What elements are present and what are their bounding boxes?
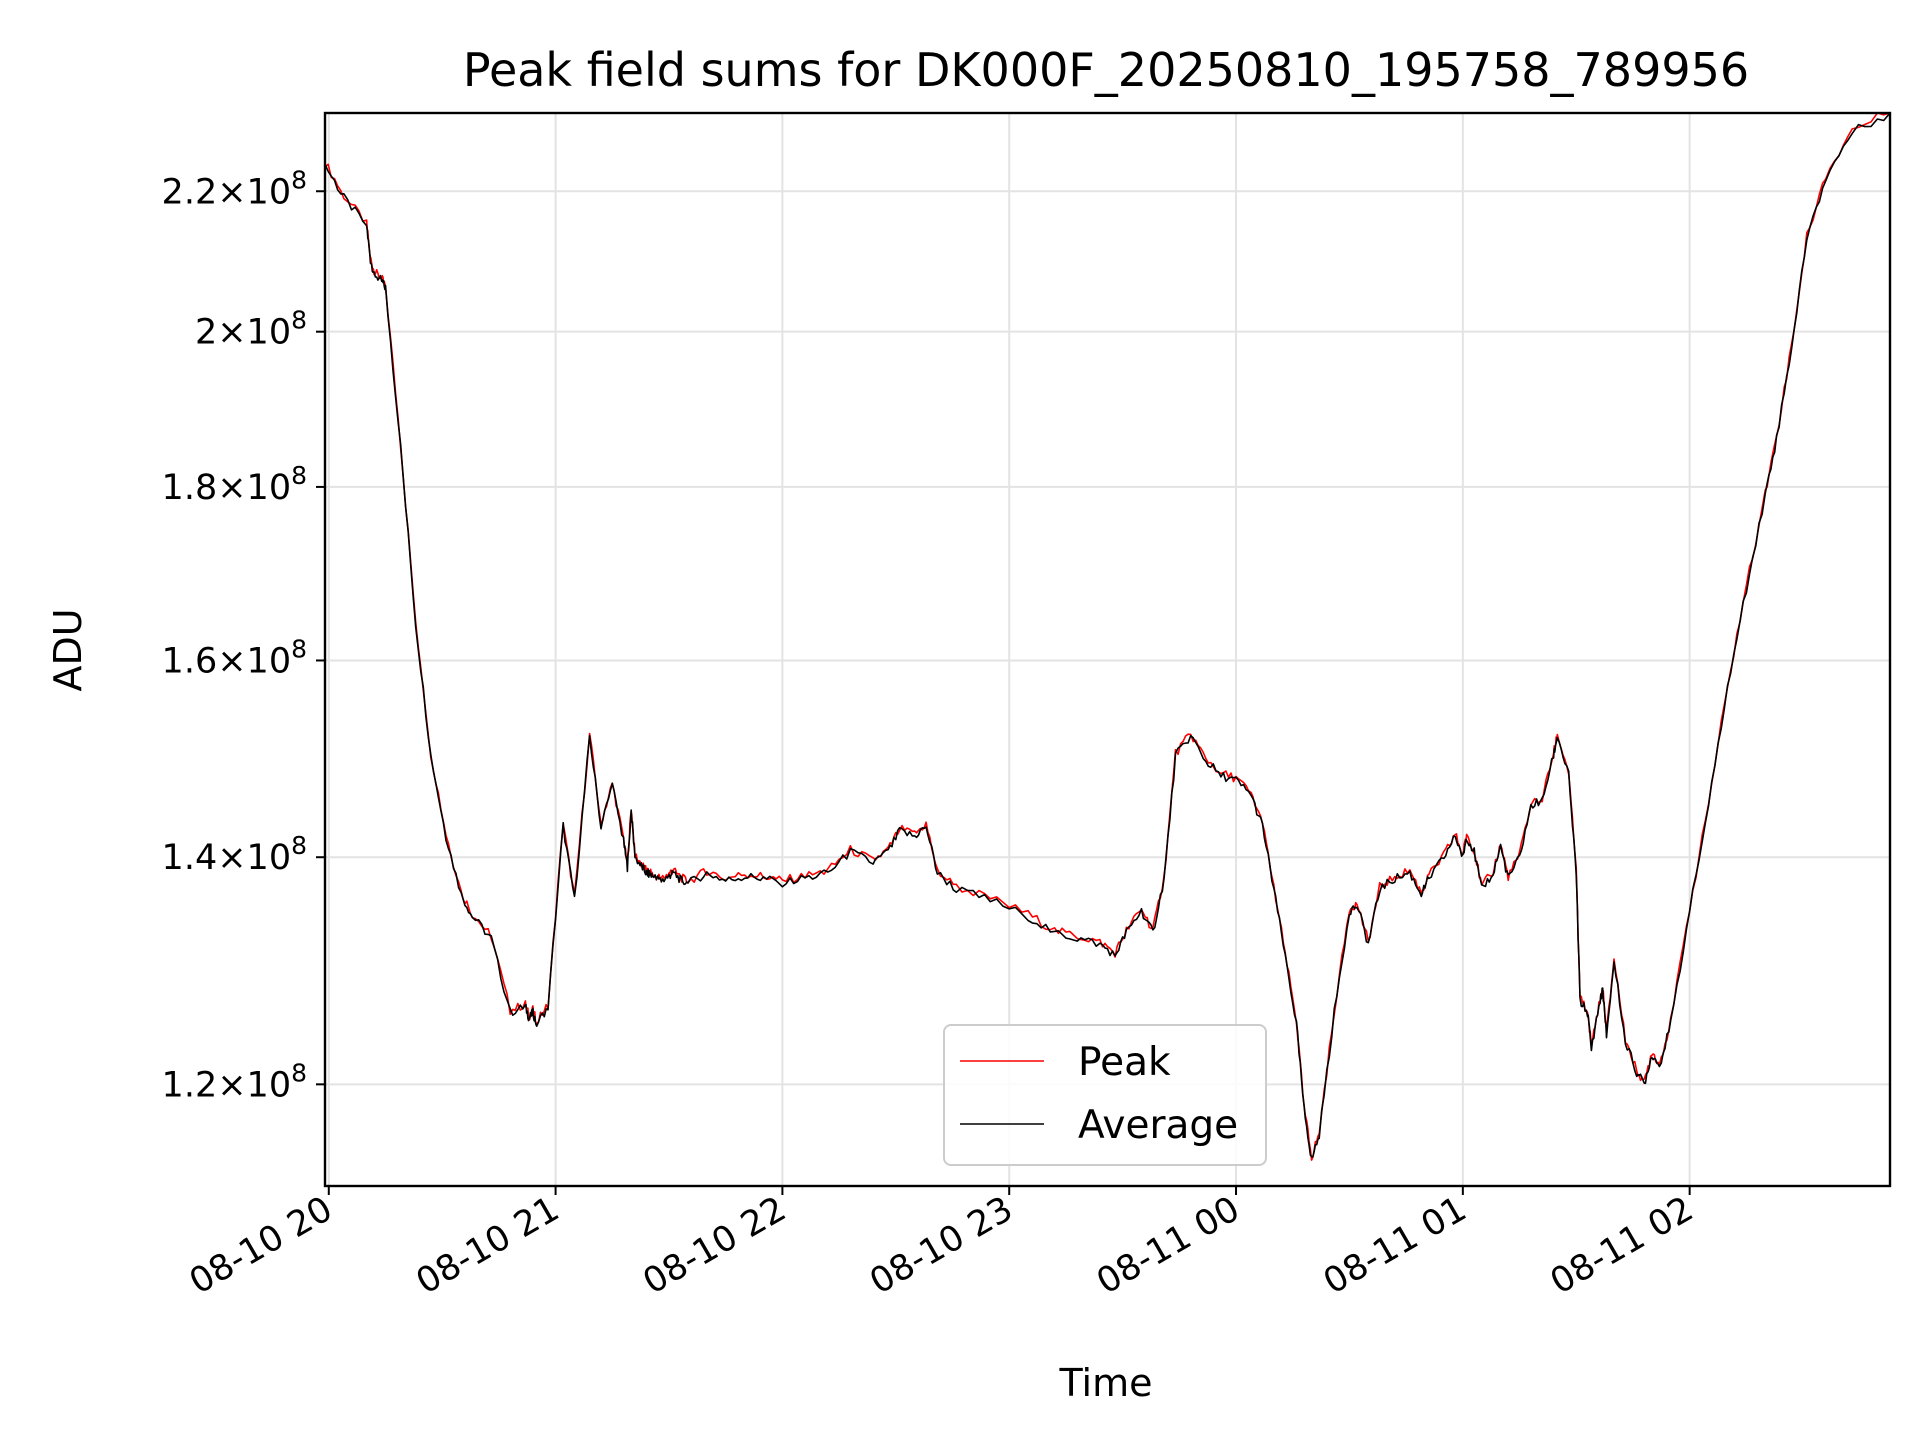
legend-box: [943, 1024, 1267, 1166]
y-tick-base: 10: [247, 641, 292, 681]
y-tick-mantissa: 2.2: [162, 172, 218, 212]
x-axis-label: Time: [1059, 1361, 1153, 1405]
y-tick-times: ×: [217, 313, 246, 353]
y-tick-label: 1.6×108: [162, 634, 307, 681]
y-tick-times: ×: [217, 172, 246, 212]
y-tick-exponent: 8: [291, 831, 307, 860]
grid: [325, 113, 1890, 1186]
y-tick-label: 1.4×108: [162, 831, 307, 878]
legend: Peak Average: [943, 1024, 1267, 1166]
y-tick-mantissa: 1.8: [162, 468, 218, 508]
y-tick-label: 2×108: [195, 306, 307, 353]
y-tick-exponent: 8: [291, 1058, 307, 1087]
y-tick-exponent: 8: [291, 634, 307, 663]
y-tick-times: ×: [217, 1065, 246, 1105]
y-tick-base: 10: [247, 468, 292, 508]
y-tick-base: 10: [247, 1065, 292, 1105]
series-layer: [324, 112, 1891, 1161]
legend-average-label: Average: [1078, 1103, 1238, 1148]
y-tick-exponent: 8: [291, 306, 307, 335]
y-tick-times: ×: [217, 641, 246, 681]
y-tick-exponent: 8: [291, 165, 307, 194]
y-tick-mantissa: 2: [195, 313, 217, 353]
legend-peak-label: Peak: [1078, 1040, 1171, 1085]
y-tick-base: 10: [247, 172, 292, 212]
series-line-average: [324, 112, 1891, 1158]
y-tick-base: 10: [247, 838, 292, 878]
plot-frame: [323, 111, 1892, 1188]
y-tick-mantissa: 1.2: [162, 1065, 218, 1105]
y-tick-base: 10: [247, 313, 292, 353]
y-tick-times: ×: [217, 838, 246, 878]
chart-title: Peak field sums for DK000F_20250810_1957…: [463, 43, 1749, 97]
y-tick-exponent: 8: [291, 461, 307, 490]
y-axis-label: ADU: [46, 608, 90, 691]
y-tick-label: 1.8×108: [162, 461, 307, 508]
y-tick-label: 2.2×108: [162, 165, 307, 212]
y-tick-mantissa: 1.4: [162, 838, 218, 878]
y-tick-label: 1.2×108: [162, 1058, 307, 1105]
y-tick-times: ×: [217, 468, 246, 508]
y-tick-mantissa: 1.6: [162, 641, 218, 681]
